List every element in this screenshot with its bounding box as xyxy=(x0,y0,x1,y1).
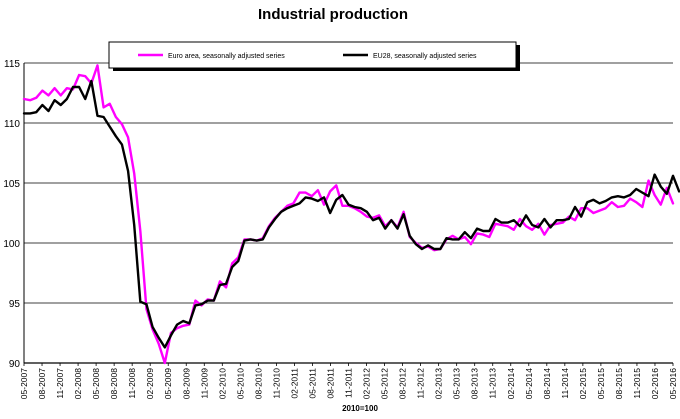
x-axis-label: 2010=100 xyxy=(342,404,378,413)
y-axis-ticks: 90 95 100 105 110 115 xyxy=(3,59,20,370)
x-tick-label-02-2015: 02-2015 xyxy=(578,368,588,399)
x-tick-label-05-2013: 05-2013 xyxy=(452,368,462,399)
series-line-eu28 xyxy=(22,79,680,349)
x-tick-label-11-2011: 11-2011 xyxy=(344,368,354,398)
y-tick-label-110: 110 xyxy=(4,119,20,130)
legend-box xyxy=(108,41,517,69)
x-tick-label-02-2016: 02-2016 xyxy=(650,368,660,399)
x-tick-label-05-2008: 05-2008 xyxy=(91,368,101,399)
legend: Euro area, seasonally adjusted series EU… xyxy=(108,41,520,71)
x-tick-label-11-2013: 11-2013 xyxy=(488,368,498,399)
x-tick-label-05-2011: 05-2011 xyxy=(307,368,317,399)
x-tick-label-08-2013: 08-2013 xyxy=(470,368,480,399)
y-tick-label-115: 115 xyxy=(4,59,20,70)
x-tick-label-02-2010: 02-2010 xyxy=(217,368,227,399)
x-tick-label-02-2013: 02-2013 xyxy=(434,368,444,399)
x-tick-label-02-2012: 02-2012 xyxy=(362,368,372,399)
x-tick-label-11-2010: 11-2010 xyxy=(271,368,281,399)
x-tick-label-02-2009: 02-2009 xyxy=(145,368,155,399)
y-tick-label-100: 100 xyxy=(3,239,20,250)
x-tick-label-05-2012: 05-2012 xyxy=(380,368,390,399)
x-tick-label-11-2012: 11-2012 xyxy=(416,368,426,399)
x-tick-label-05-2009: 05-2009 xyxy=(163,368,173,399)
x-tick-label-05-2010: 05-2010 xyxy=(235,368,245,399)
x-tick-label-11-2009: 11-2009 xyxy=(199,368,209,399)
x-tick-label-08-2009: 08-2009 xyxy=(181,368,191,399)
legend-label-eu28: EU28, seasonally adjusted series xyxy=(373,53,477,60)
x-tick-label-11-2007: 11-2007 xyxy=(55,368,65,399)
x-tick-label-08-2010: 08-2010 xyxy=(253,368,263,399)
x-tick-label-11-2014: 11-2014 xyxy=(560,368,570,399)
x-tick-label-11-2008: 11-2008 xyxy=(127,368,137,399)
x-tick-label-05-2015: 05-2015 xyxy=(596,368,606,399)
x-tick-label-05-2016: 05-2016 xyxy=(668,368,678,399)
x-tick-label-05-2007: 05-2007 xyxy=(19,368,29,399)
legend-label-euro-area: Euro area, seasonally adjusted series xyxy=(168,53,285,60)
x-tick-label-08-2007: 08-2007 xyxy=(37,368,47,399)
x-tick-label-08-2012: 08-2012 xyxy=(398,368,408,399)
x-tick-label-02-2008: 02-2008 xyxy=(73,368,83,399)
y-tick-label-90: 90 xyxy=(9,359,21,370)
x-tick-label-08-2015: 08-2015 xyxy=(614,368,624,399)
x-tick-label-08-2008: 08-2008 xyxy=(109,368,119,399)
series-layer xyxy=(22,64,680,365)
y-tick-label-105: 105 xyxy=(3,179,20,190)
x-axis-ticks: 05-2007 08-2007 11-2007 02-2008 05-2008 08-20… xyxy=(19,363,678,399)
x-tick-label-02-2011: 02-2011 xyxy=(289,368,299,399)
x-tick-label-02-2014: 02-2014 xyxy=(506,368,516,399)
series-line-euro-area xyxy=(22,64,675,365)
x-tick-label-08-2011: 08-2011 xyxy=(325,368,335,399)
chart-title: Industrial production xyxy=(258,6,408,23)
x-tick-label-08-2014: 08-2014 xyxy=(542,368,552,399)
x-tick-label-05-2014: 05-2014 xyxy=(524,368,534,399)
gridlines xyxy=(23,62,673,364)
x-tick-label-11-2015: 11-2015 xyxy=(632,368,642,399)
y-tick-label-95: 95 xyxy=(9,299,21,310)
